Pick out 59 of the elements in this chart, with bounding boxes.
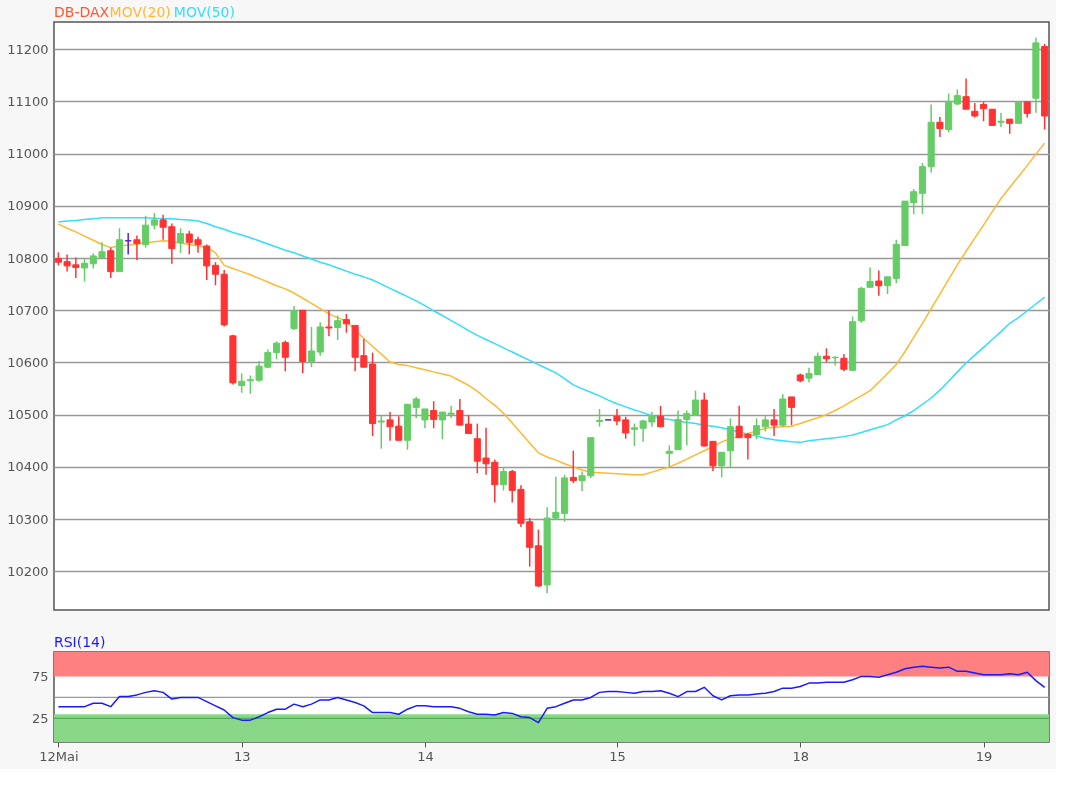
candlestick: [875, 269, 883, 297]
candlestick: [80, 258, 89, 283]
x-tick-label: 12Mai: [39, 748, 79, 764]
candlestick: [281, 339, 289, 373]
y-tick-label: 10700: [7, 302, 49, 318]
text: MOV(20): [109, 4, 171, 20]
x-tick-label: 13: [233, 748, 251, 764]
candlestick: [421, 408, 429, 430]
candlestick: [412, 396, 420, 420]
candlestick: [107, 246, 115, 279]
y-tick-label: 10900: [7, 198, 49, 214]
y-tick-label: 25: [31, 710, 49, 726]
y-tick-label: 10600: [7, 354, 49, 370]
line-series: [57, 217, 1046, 444]
candlestick: [290, 305, 298, 331]
candlestick: [569, 449, 577, 484]
y-tick-label: 10800: [7, 250, 49, 266]
candlestick: [203, 243, 211, 281]
candlestick: [718, 451, 726, 479]
candlestick: [142, 214, 150, 249]
x-tick-label: 19: [975, 748, 993, 764]
text: RSI(14): [54, 634, 106, 650]
candlestick: [962, 77, 970, 110]
y-tick-label: 11000: [7, 146, 49, 162]
y-tick-label: 10200: [7, 563, 49, 579]
line-series: [57, 665, 1046, 724]
candlestick: [1014, 101, 1023, 125]
x-tick-label: 18: [792, 748, 810, 764]
candlestick: [691, 389, 700, 416]
y-tick-label: 11100: [7, 93, 49, 109]
candlestick: [325, 309, 333, 338]
y-tick-label: 11200: [7, 41, 49, 57]
x-tick-label: 14: [417, 748, 434, 764]
y-tick-label: 10500: [7, 407, 49, 423]
y-tick-label: 75: [31, 668, 49, 684]
candlestick: [866, 266, 874, 289]
candlestick: [979, 101, 988, 122]
candlestick: [334, 314, 342, 341]
candlestick: [307, 326, 316, 368]
text: DB-DAX: [54, 4, 110, 20]
x-tick-label: 15: [609, 748, 626, 764]
y-tick-label: 10300: [7, 511, 49, 527]
candlestick: [787, 396, 796, 426]
candlestick: [753, 417, 761, 440]
candlestick: [657, 405, 665, 428]
candlestick: [133, 234, 141, 261]
text: MOV(50): [173, 4, 235, 20]
candlestick: [936, 116, 944, 138]
candlestick: [665, 444, 673, 469]
candlestick: [177, 227, 185, 254]
line-series: [57, 142, 1046, 476]
candlestick: [997, 112, 1005, 128]
candlestick: [430, 400, 438, 430]
candlestick: [377, 414, 385, 450]
candlestick: [499, 467, 508, 492]
y-tick-label: 10400: [7, 459, 49, 475]
candlestick: [770, 408, 778, 437]
candlestick: [342, 313, 350, 334]
candlestick: [238, 372, 246, 394]
